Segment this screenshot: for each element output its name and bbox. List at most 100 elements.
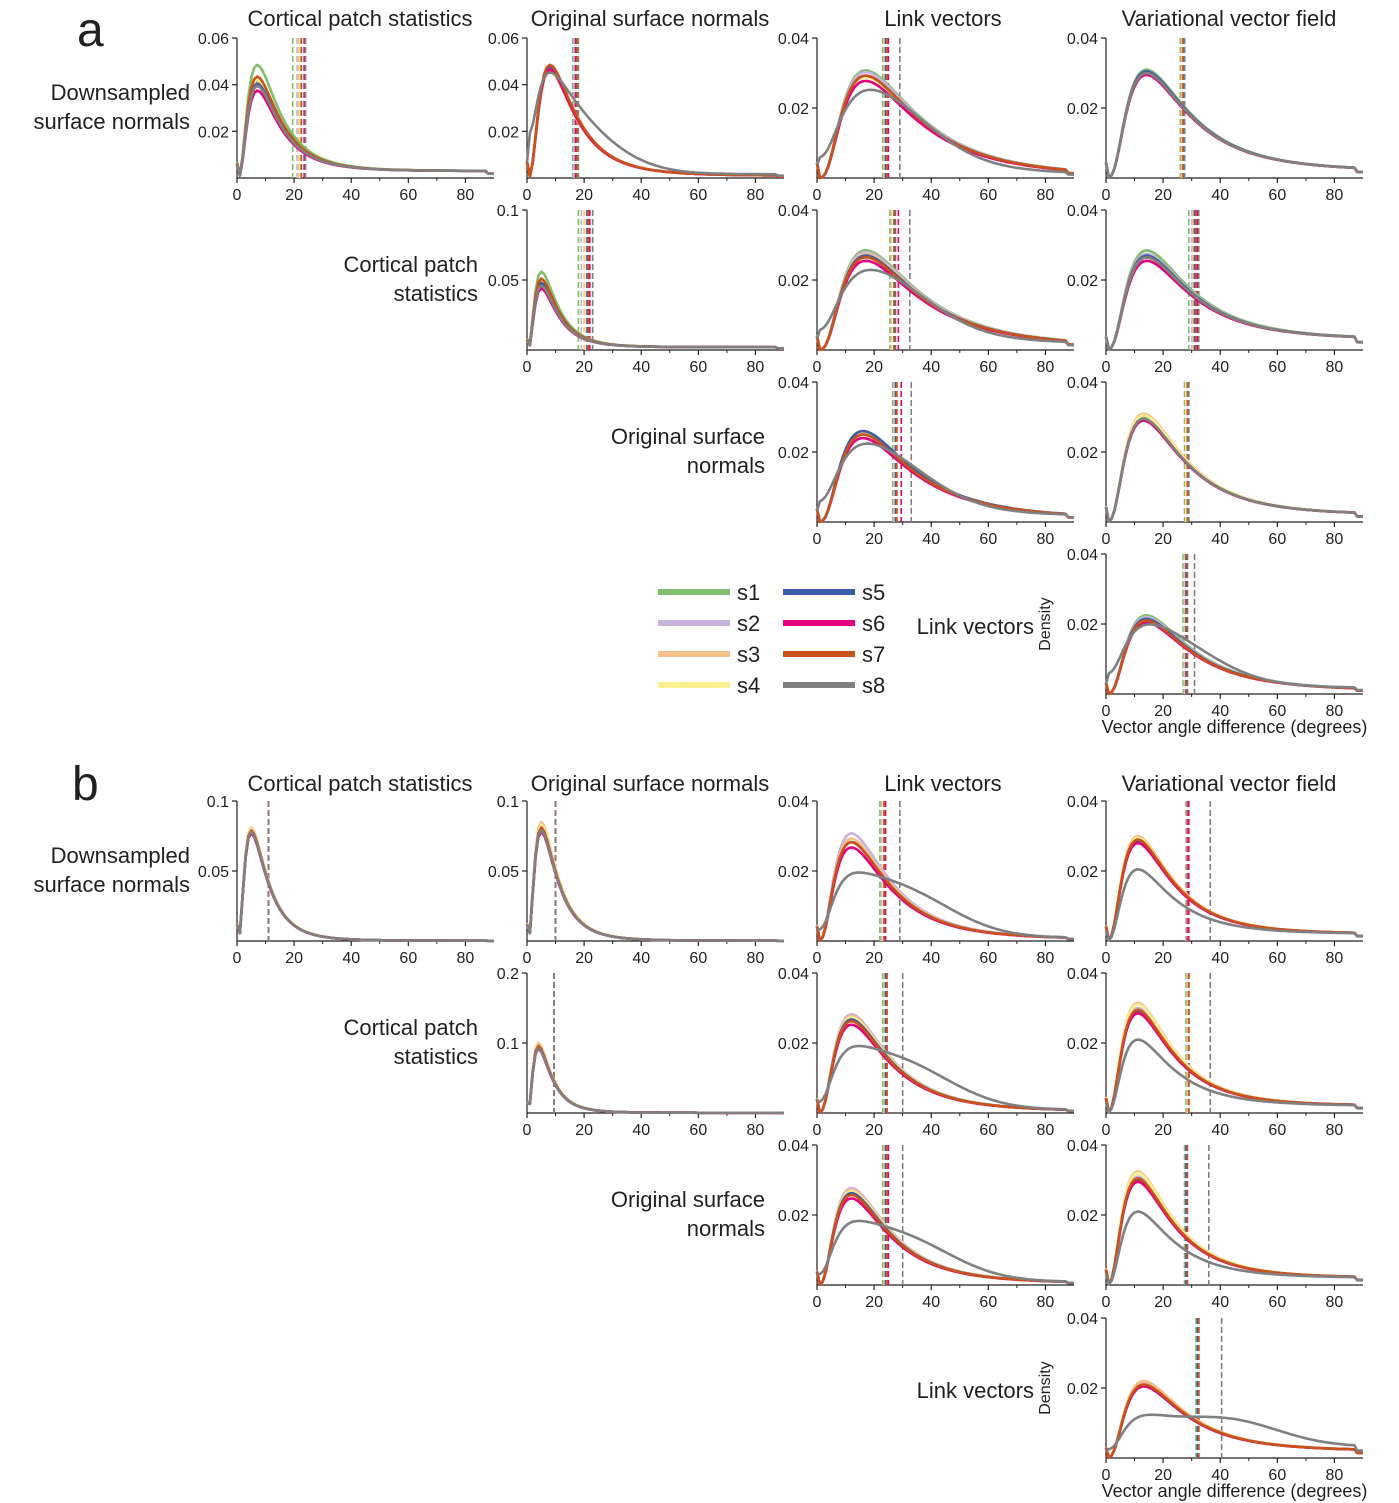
curve-s7: [815, 74, 1075, 180]
curve-s7: [815, 840, 1074, 942]
x-tick-label: 0: [1102, 1294, 1111, 1311]
curve-s1: [525, 270, 784, 350]
x-tick-label: 0: [523, 1122, 532, 1139]
curve-s2: [525, 65, 784, 178]
row-label: Cortical patch: [343, 252, 478, 277]
curve-s7: [525, 63, 784, 178]
x-tick-label: 40: [1211, 1122, 1229, 1139]
y-tick-label: 0.02: [778, 101, 809, 118]
x-tick-label: 60: [1268, 1467, 1286, 1484]
curve-s4: [525, 823, 784, 943]
curve-s3: [235, 826, 494, 943]
curve-s7: [815, 1019, 1075, 1114]
x-tick-label: 0: [1102, 359, 1111, 376]
y-tick-label: 0.05: [488, 864, 519, 881]
x-tick-label: 60: [689, 950, 707, 967]
x-tick-label: 20: [1154, 531, 1172, 548]
x-tick-label: 0: [813, 531, 822, 548]
subplot-r1-c2: 0 20 40 60 80 0.02 0.04: [778, 203, 1075, 376]
curve-s7: [235, 75, 494, 177]
curve-s2: [525, 824, 784, 943]
curve-s2: [1104, 70, 1363, 179]
x-tick-label: 0: [1102, 1122, 1111, 1139]
x-tick-label: 20: [1154, 703, 1172, 720]
x-tick-label: 0: [1102, 950, 1111, 967]
curve-s8: [235, 84, 494, 177]
x-tick-label: 0: [813, 187, 822, 204]
x-tick-label: 60: [979, 1294, 997, 1311]
curve-s8: [525, 71, 784, 177]
curve-s4: [815, 1190, 1075, 1286]
x-tick-label: 40: [1211, 1467, 1229, 1484]
x-tick-label: 40: [632, 950, 650, 967]
x-tick-label: 20: [1154, 187, 1172, 204]
curve-s6: [815, 436, 1075, 524]
legend-label-s5: s5: [862, 580, 885, 605]
x-axis-label: Vector angle difference (degrees): [1102, 717, 1368, 737]
curve-s8: [1104, 417, 1363, 523]
y-tick-label: 0.02: [1067, 864, 1098, 881]
x-tick-label: 40: [1211, 531, 1229, 548]
row-label: Original surface: [611, 424, 765, 449]
curve-s4: [815, 840, 1074, 942]
curve-s5: [525, 65, 784, 178]
curve-s2: [1104, 615, 1363, 696]
x-tick-label: 80: [1326, 187, 1344, 204]
curve-s5: [1104, 70, 1363, 179]
curve-s8: [1104, 1038, 1364, 1114]
row-label: surface normals: [33, 109, 190, 134]
x-tick-label: 60: [979, 531, 997, 548]
y-tick-label: 0.04: [778, 375, 809, 392]
curve-s7: [235, 829, 494, 943]
y-tick-label: 0.02: [1067, 273, 1098, 290]
x-tick-label: 80: [1326, 1122, 1344, 1139]
x-tick-label: 20: [1154, 950, 1172, 967]
curve-s2: [1104, 414, 1364, 523]
curve-s4: [815, 1016, 1075, 1114]
x-tick-label: 80: [747, 187, 765, 204]
curve-s6: [235, 831, 494, 943]
curve-s8: [235, 830, 494, 943]
subplot-r1-c2: 0 20 40 60 80 0.02 0.04: [778, 966, 1075, 1139]
curve-s3: [815, 837, 1075, 942]
x-tick-label: 40: [1211, 950, 1229, 967]
x-tick-label: 60: [979, 950, 997, 967]
y-tick-label: 0.1: [497, 794, 519, 811]
curve-s1: [525, 63, 784, 178]
x-tick-label: 60: [1268, 950, 1286, 967]
x-tick-label: 0: [1102, 187, 1111, 204]
y-tick-label: 0.02: [1067, 445, 1098, 462]
curve-s3: [1104, 617, 1363, 696]
column-title: Link vectors: [884, 6, 1001, 31]
subplot-r1-c1: 0 20 40 60 80 0.1 0.2: [497, 966, 784, 1139]
x-tick-label: 0: [1102, 703, 1111, 720]
x-tick-label: 0: [233, 187, 242, 204]
curve-s1: [815, 837, 1075, 942]
x-tick-label: 80: [1326, 950, 1344, 967]
subplot-r2-c2: 0 20 40 60 80 0.02 0.04: [778, 1138, 1075, 1311]
curve-s5: [1104, 417, 1363, 523]
curve-s7: [1104, 417, 1363, 523]
curve-s1: [526, 1045, 784, 1115]
y-tick-label: 0.1: [207, 794, 229, 811]
curve-s5: [815, 1191, 1075, 1286]
y-tick-label: 0.04: [1067, 966, 1098, 983]
y-tick-label: 0.02: [778, 1036, 809, 1053]
x-tick-label: 20: [575, 1122, 593, 1139]
subplot-r0-c0: 0 20 40 60 80 0.02 0.04 0.06: [198, 31, 494, 204]
curve-s2: [235, 827, 494, 943]
curve-s8: [815, 268, 1075, 347]
curve-s8: [525, 829, 784, 943]
curve-s4: [1104, 414, 1364, 523]
y-tick-label: 0.1: [497, 203, 519, 220]
curve-s1: [815, 1191, 1075, 1286]
row-label: Link vectors: [917, 614, 1034, 639]
curve-s8: [526, 1046, 784, 1115]
x-tick-label: 20: [865, 1294, 883, 1311]
y-tick-label: 0.04: [488, 78, 519, 95]
y-tick-label: 0.04: [1067, 1311, 1098, 1328]
curve-s8: [1104, 623, 1363, 692]
x-tick-label: 20: [1154, 1294, 1172, 1311]
y-tick-label: 0.02: [778, 864, 809, 881]
x-tick-label: 0: [233, 950, 242, 967]
